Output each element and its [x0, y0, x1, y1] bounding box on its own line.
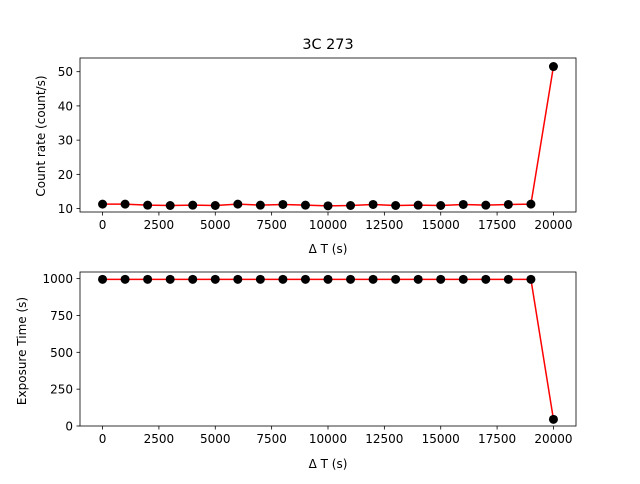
x-axis-label: Δ T (s)	[309, 242, 348, 256]
data-point	[346, 274, 356, 284]
data-point	[323, 274, 333, 284]
data-point	[255, 274, 265, 284]
x-tick-label: 0	[99, 432, 107, 446]
x-tick-label: 20000	[534, 432, 572, 446]
data-point	[346, 200, 356, 210]
x-tick-label: 0	[99, 218, 107, 232]
x-tick-label: 15000	[422, 432, 460, 446]
y-tick-label: 10	[58, 202, 73, 216]
data-point	[120, 199, 130, 209]
data-point	[413, 200, 423, 210]
series-line	[102, 66, 555, 207]
data-point	[120, 274, 130, 284]
data-point	[300, 274, 310, 284]
x-tick-label: 10000	[309, 218, 347, 232]
x-tick-label: 15000	[422, 218, 460, 232]
exposure-time-plot-area: 0 2500 5000 7500 10000 12500 15000 17500 20000 0 2…	[42, 271, 577, 446]
y-tick-label: 50	[58, 65, 73, 79]
x-tick-label: 12500	[365, 218, 403, 232]
data-point	[143, 274, 153, 284]
y-axis-label: Count rate (count/s)	[34, 75, 48, 196]
data-point	[165, 200, 175, 210]
x-tick-label: 7500	[256, 432, 287, 446]
data-point	[548, 414, 558, 424]
data-point	[503, 199, 513, 209]
x-tick-label: 12500	[365, 432, 403, 446]
data-point	[391, 274, 401, 284]
x-tick-label: 7500	[256, 218, 287, 232]
data-point	[413, 274, 423, 284]
chart-title: 3C 273	[302, 37, 353, 53]
x-tick-label: 20000	[534, 218, 572, 232]
exposure-time-subplot: 0 2500 5000 7500 10000 12500 15000 17500 20000 0 2…	[15, 271, 577, 471]
data-point	[188, 274, 198, 284]
data-point	[98, 274, 108, 284]
y-tick-label: 20	[58, 168, 73, 182]
data-point	[368, 199, 378, 209]
data-point	[278, 274, 288, 284]
data-point	[526, 199, 536, 209]
data-point	[323, 201, 333, 211]
data-point	[210, 274, 220, 284]
data-point	[526, 274, 536, 284]
y-tick-label: 1000	[42, 272, 73, 286]
x-tick-label: 5000	[200, 432, 231, 446]
data-point	[368, 274, 378, 284]
x-tick-label: 17500	[478, 218, 516, 232]
data-point	[188, 200, 198, 210]
data-point	[143, 200, 153, 210]
data-point	[458, 199, 468, 209]
count-rate-subplot: 3C 273 0 2500 5000 7500 10000 12500 15000 17500…	[34, 37, 577, 256]
x-tick-label: 17500	[478, 432, 516, 446]
x-tick-label: 2500	[144, 218, 175, 232]
data-point	[436, 274, 446, 284]
data-point	[98, 199, 108, 209]
data-point	[165, 274, 175, 284]
data-point	[210, 200, 220, 210]
x-axis-label: Δ T (s)	[309, 457, 348, 471]
data-point	[458, 274, 468, 284]
data-point	[481, 200, 491, 210]
y-tick-label: 750	[50, 309, 73, 323]
y-tick-label: 30	[58, 134, 73, 148]
y-tick-label: 250	[50, 383, 73, 397]
data-point	[391, 200, 401, 210]
count-rate-plot-area: 0 2500 5000 7500 10000 12500 15000 17500 20000 10…	[58, 57, 577, 232]
data-point	[300, 200, 310, 210]
series-line	[102, 278, 555, 420]
y-tick-label: 0	[65, 420, 73, 434]
data-point	[503, 274, 513, 284]
data-point	[278, 199, 288, 209]
data-point	[233, 199, 243, 209]
y-tick-label: 40	[58, 99, 73, 113]
y-tick-label: 500	[50, 346, 73, 360]
axes-frame	[79, 57, 577, 213]
data-point	[481, 274, 491, 284]
data-point	[548, 62, 558, 72]
x-tick-label: 2500	[144, 432, 175, 446]
axes-frame	[79, 271, 577, 427]
x-tick-label: 5000	[200, 218, 231, 232]
data-point	[436, 200, 446, 210]
y-axis-label: Exposure Time (s)	[15, 297, 29, 405]
x-tick-label: 10000	[309, 432, 347, 446]
data-point	[233, 274, 243, 284]
data-point	[255, 200, 265, 210]
